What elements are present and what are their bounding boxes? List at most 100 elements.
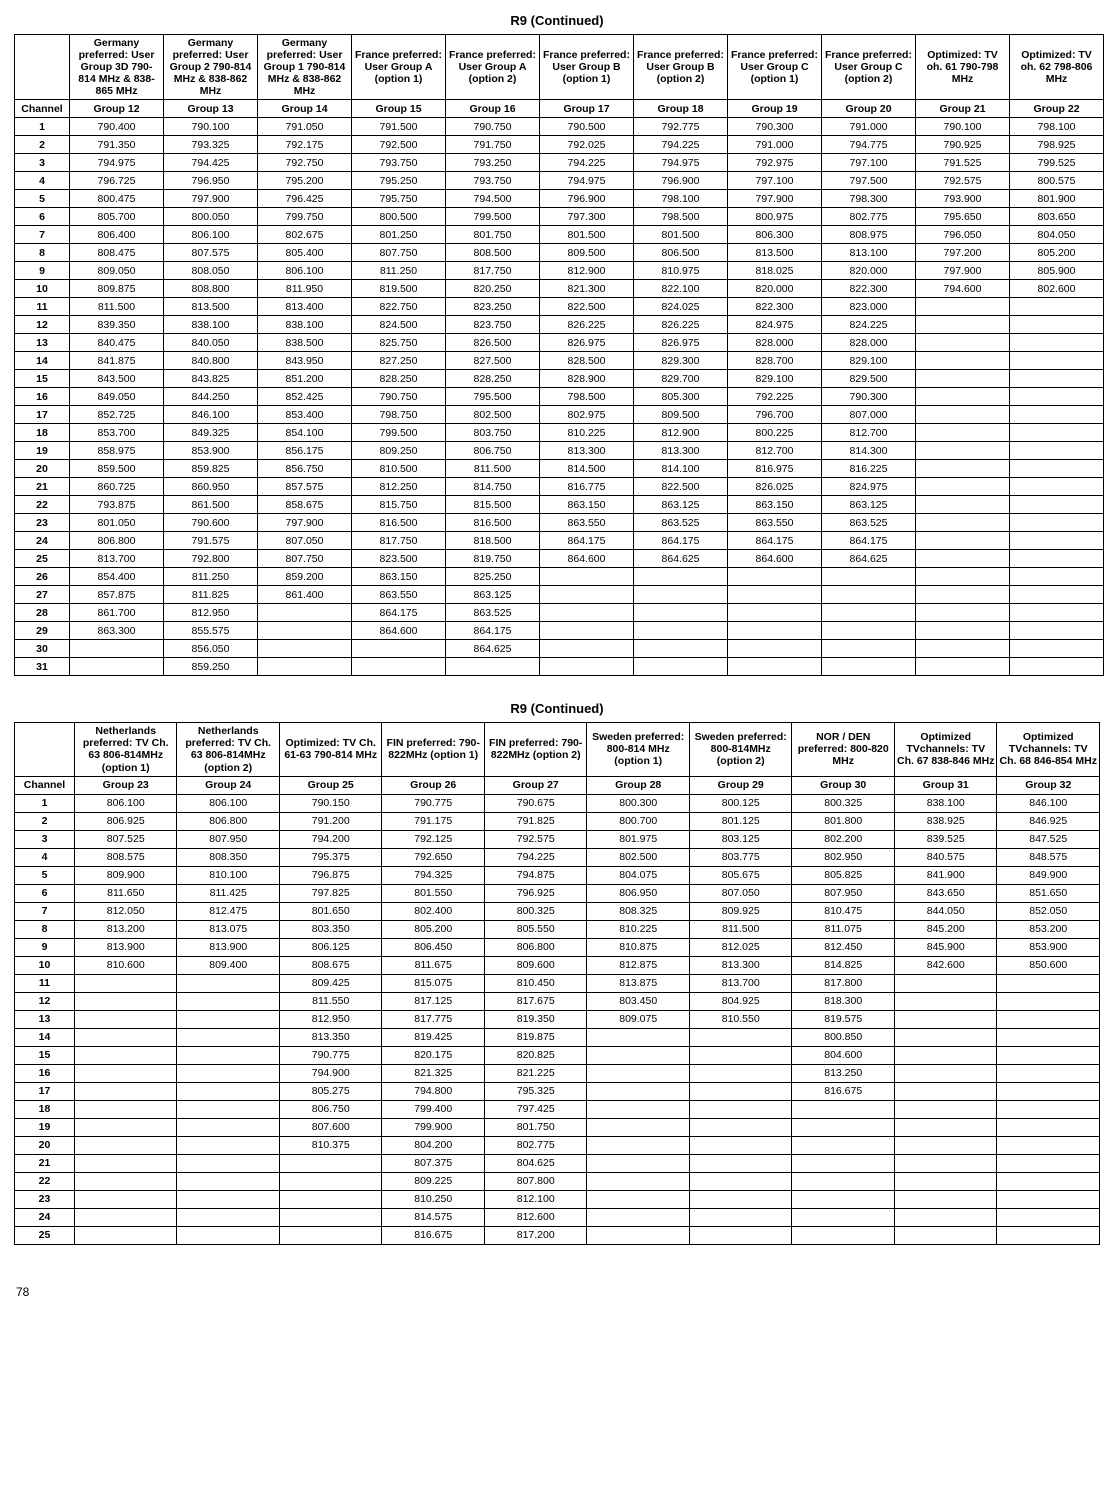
frequency-cell: 838.100 [164,316,258,334]
channel-number: 14 [15,1028,75,1046]
frequency-cell: 796.700 [728,406,822,424]
group-label: Group 16 [446,100,540,118]
frequency-cell [916,568,1010,586]
frequency-cell: 817.750 [446,262,540,280]
frequency-cell: 864.625 [822,550,916,568]
channel-number: 23 [15,1190,75,1208]
frequency-cell [352,640,446,658]
frequency-cell: 801.900 [1010,190,1104,208]
frequency-cell [997,1172,1100,1190]
frequency-cell: 794.975 [540,172,634,190]
column-header: Optimized TVchannels: TV Ch. 68 846-854 … [997,723,1100,776]
channel-number: 14 [15,352,70,370]
frequency-cell: 808.975 [822,226,916,244]
frequency-cell: 810.975 [634,262,728,280]
frequency-cell: 838.100 [894,794,997,812]
frequency-cell [70,658,164,676]
frequency-cell [997,1118,1100,1136]
frequency-cell: 824.025 [634,298,728,316]
frequency-cell [894,1226,997,1244]
frequency-cell [634,658,728,676]
frequency-cell: 796.950 [164,172,258,190]
frequency-cell: 806.125 [279,938,382,956]
table-row: 6805.700800.050799.750800.500799.500797.… [15,208,1104,226]
frequency-cell: 828.000 [728,334,822,352]
frequency-cell: 790.675 [484,794,587,812]
table-row: 15843.500843.825851.200828.250828.250828… [15,370,1104,388]
column-header: Germany preferred: User Group 1 790-814 … [258,35,352,100]
frequency-cell: 807.050 [689,884,792,902]
frequency-cell: 807.750 [352,244,446,262]
frequency-cell: 856.750 [258,460,352,478]
frequency-cell [894,1172,997,1190]
channel-number: 20 [15,460,70,478]
frequency-cell: 797.900 [164,190,258,208]
frequency-cell [894,1190,997,1208]
channel-number: 7 [15,226,70,244]
frequency-cell: 851.650 [997,884,1100,902]
frequency-cell: 790.300 [728,118,822,136]
frequency-cell: 808.675 [279,956,382,974]
frequency-cell: 806.800 [177,812,280,830]
frequency-cell: 791.350 [70,136,164,154]
frequency-cell: 797.825 [279,884,382,902]
frequency-cell [728,568,822,586]
frequency-cell: 812.050 [74,902,177,920]
frequency-cell [177,992,280,1010]
frequency-cell: 859.200 [258,568,352,586]
channel-number: 18 [15,424,70,442]
frequency-cell: 819.425 [382,1028,485,1046]
frequency-cell: 797.200 [916,244,1010,262]
group-label: Group 12 [70,100,164,118]
frequency-cell [279,1154,382,1172]
group-label: Group 27 [484,776,587,794]
frequency-cell: 826.025 [728,478,822,496]
frequency-cell: 845.900 [894,938,997,956]
table-row: 16794.900821.325821.225813.250 [15,1064,1100,1082]
table-row: 2791.350793.325792.175792.500791.750792.… [15,136,1104,154]
frequency-cell: 799.500 [446,208,540,226]
frequency-cell: 811.825 [164,586,258,604]
frequency-cell [74,1154,177,1172]
frequency-cell [587,1172,690,1190]
frequency-cell: 795.375 [279,848,382,866]
frequency-cell: 819.575 [792,1010,895,1028]
frequency-cell [177,1082,280,1100]
frequency-cell: 821.300 [540,280,634,298]
frequency-cell: 796.875 [279,866,382,884]
frequency-cell: 812.100 [484,1190,587,1208]
frequency-cell: 805.300 [634,388,728,406]
frequency-cell: 812.900 [634,424,728,442]
frequency-cell: 820.000 [822,262,916,280]
frequency-cell: 791.000 [822,118,916,136]
frequency-cell: 840.050 [164,334,258,352]
frequency-table: Netherlands preferred: TV Ch. 63 806-814… [14,722,1100,1244]
header-blank [15,35,70,100]
frequency-cell: 790.400 [70,118,164,136]
column-header: Netherlands preferred: TV Ch. 63 806-814… [177,723,280,776]
frequency-cell: 821.325 [382,1064,485,1082]
frequency-cell: 794.325 [382,866,485,884]
table-row: 2806.925806.800791.200791.175791.825800.… [15,812,1100,830]
frequency-cell: 792.575 [916,172,1010,190]
frequency-cell [822,604,916,622]
frequency-cell: 858.675 [258,496,352,514]
frequency-cell: 814.500 [540,460,634,478]
frequency-cell: 790.750 [446,118,540,136]
frequency-cell: 855.575 [164,622,258,640]
channel-number: 9 [15,938,75,956]
frequency-cell: 792.975 [728,154,822,172]
frequency-cell [446,658,540,676]
frequency-cell: 800.125 [689,794,792,812]
frequency-cell: 800.975 [728,208,822,226]
frequency-cell: 814.100 [634,460,728,478]
channel-number: 5 [15,190,70,208]
frequency-cell [916,604,1010,622]
frequency-cell [177,1046,280,1064]
frequency-cell: 792.225 [728,388,822,406]
table-row: 25813.700792.800807.750823.500819.750864… [15,550,1104,568]
table-row: 4808.575808.350795.375792.650794.225802.… [15,848,1100,866]
table-row: 5809.900810.100796.875794.325794.875804.… [15,866,1100,884]
frequency-cell: 806.925 [74,812,177,830]
frequency-cell [74,974,177,992]
